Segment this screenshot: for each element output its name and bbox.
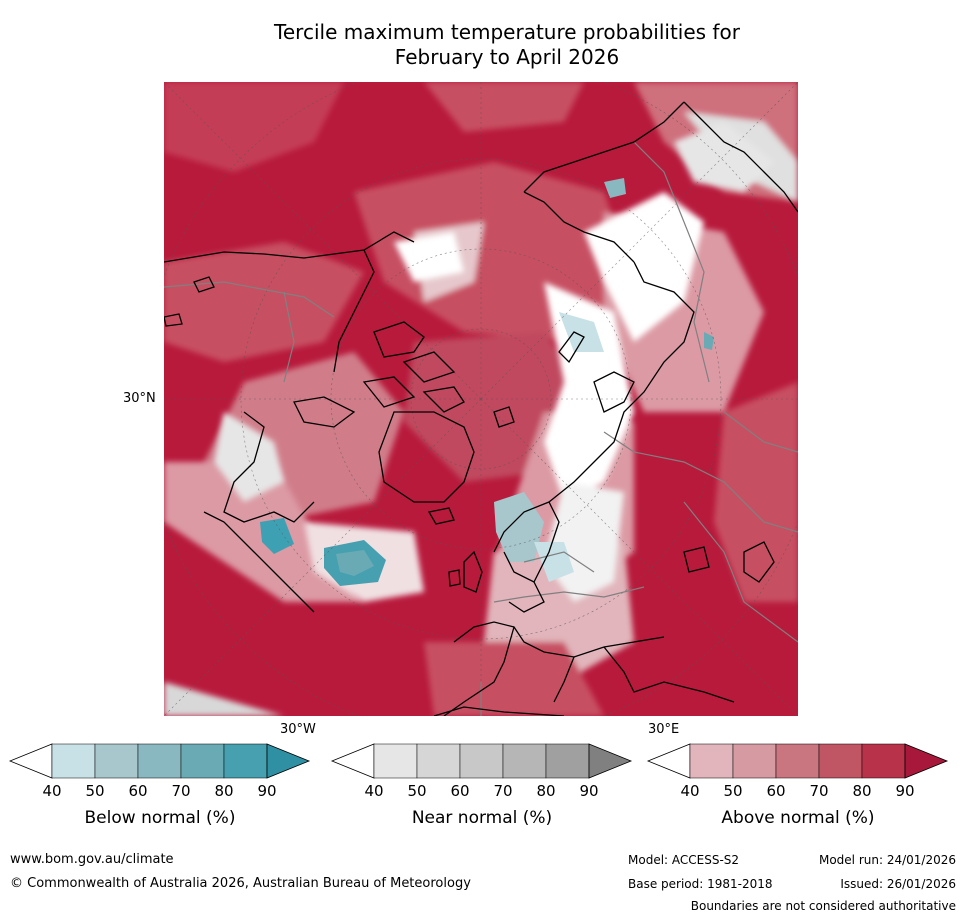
tick-50: 50 bbox=[85, 782, 105, 800]
legend-near-normal: 40 50 60 70 80 90 Near normal (%) bbox=[330, 742, 633, 842]
colorbar-below-normal bbox=[8, 743, 311, 779]
tick-80: 80 bbox=[852, 782, 872, 800]
legend-ticks-near: 40 50 60 70 80 90 bbox=[332, 782, 632, 802]
colorbar-segment bbox=[732, 743, 777, 779]
colorbar-over-arrow bbox=[588, 743, 633, 779]
tick-70: 70 bbox=[809, 782, 829, 800]
base-period: Base period: 1981-2018 bbox=[628, 877, 773, 891]
colorbar-segment bbox=[51, 743, 96, 779]
legend-title-near: Near normal (%) bbox=[411, 808, 553, 828]
colorbar-above-normal bbox=[646, 743, 949, 779]
colorbar-over-arrow bbox=[266, 743, 311, 779]
colorbar-under-arrow bbox=[330, 743, 375, 779]
colorbar-segment bbox=[223, 743, 268, 779]
copyright-text: © Commonwealth of Australia 2026, Austra… bbox=[10, 876, 471, 891]
tick-70: 70 bbox=[493, 782, 513, 800]
colorbar-segment bbox=[502, 743, 547, 779]
tick-40: 40 bbox=[680, 782, 700, 800]
boundaries-disclaimer: Boundaries are not considered authoritat… bbox=[690, 899, 956, 913]
colorbar-segment bbox=[373, 743, 418, 779]
legend-ticks-below: 40 50 60 70 80 90 bbox=[10, 782, 310, 802]
graticule bbox=[164, 82, 798, 716]
near-normal-shading bbox=[214, 122, 774, 602]
colorbar-segment bbox=[775, 743, 820, 779]
issued-date: Issued: 26/01/2026 bbox=[840, 877, 956, 891]
bom-link[interactable]: www.bom.gov.au/climate bbox=[10, 852, 174, 867]
tick-90: 90 bbox=[257, 782, 277, 800]
legend-ticks-above: 40 50 60 70 80 90 bbox=[648, 782, 948, 802]
legend-above-normal: 40 50 60 70 80 90 Above normal (%) bbox=[646, 742, 949, 842]
colorbar-under-arrow bbox=[8, 743, 53, 779]
colorbar-segment bbox=[459, 743, 504, 779]
country-borders bbox=[164, 141, 798, 716]
tick-50: 50 bbox=[407, 782, 427, 800]
tick-90: 90 bbox=[579, 782, 599, 800]
latitude-label-30n: 30°N bbox=[123, 391, 156, 406]
map-canvas bbox=[164, 82, 798, 716]
colorbar-segment bbox=[137, 743, 182, 779]
legend-below-normal: 40 50 60 70 80 90 Below normal (%) bbox=[8, 742, 311, 842]
model-run-date: Model run: 24/01/2026 bbox=[818, 853, 956, 867]
tick-80: 80 bbox=[536, 782, 556, 800]
colorbar-segment bbox=[416, 743, 461, 779]
tick-60: 60 bbox=[766, 782, 786, 800]
colorbar-segment bbox=[861, 743, 906, 779]
legend-title-below: Below normal (%) bbox=[84, 808, 236, 828]
title-line-2: February to April 2026 bbox=[394, 45, 620, 69]
longitude-label-30w: 30°W bbox=[280, 722, 316, 737]
colorbar-segment bbox=[689, 743, 734, 779]
tick-60: 60 bbox=[450, 782, 470, 800]
model-name: Model: ACCESS-S2 bbox=[628, 853, 740, 867]
forecast-map[interactable] bbox=[164, 82, 798, 716]
map-title: Tercile maximum temperature probabilitie… bbox=[0, 20, 965, 70]
colorbar-segment bbox=[545, 743, 590, 779]
tick-40: 40 bbox=[42, 782, 62, 800]
tick-60: 60 bbox=[128, 782, 148, 800]
title-line-1: Tercile maximum temperature probabilitie… bbox=[274, 20, 740, 44]
colorbar-near-normal bbox=[330, 743, 633, 779]
longitude-label-30e: 30°E bbox=[648, 722, 680, 737]
tick-90: 90 bbox=[895, 782, 915, 800]
colorbar-segment bbox=[818, 743, 863, 779]
legend-title-above: Above normal (%) bbox=[721, 808, 875, 828]
tick-70: 70 bbox=[171, 782, 191, 800]
colorbar-under-arrow bbox=[646, 743, 691, 779]
tick-50: 50 bbox=[723, 782, 743, 800]
coastlines bbox=[164, 101, 798, 716]
tick-80: 80 bbox=[214, 782, 234, 800]
colorbar-segment bbox=[180, 743, 225, 779]
colorbar-over-arrow bbox=[904, 743, 949, 779]
colorbar-segment bbox=[94, 743, 139, 779]
tick-40: 40 bbox=[364, 782, 384, 800]
